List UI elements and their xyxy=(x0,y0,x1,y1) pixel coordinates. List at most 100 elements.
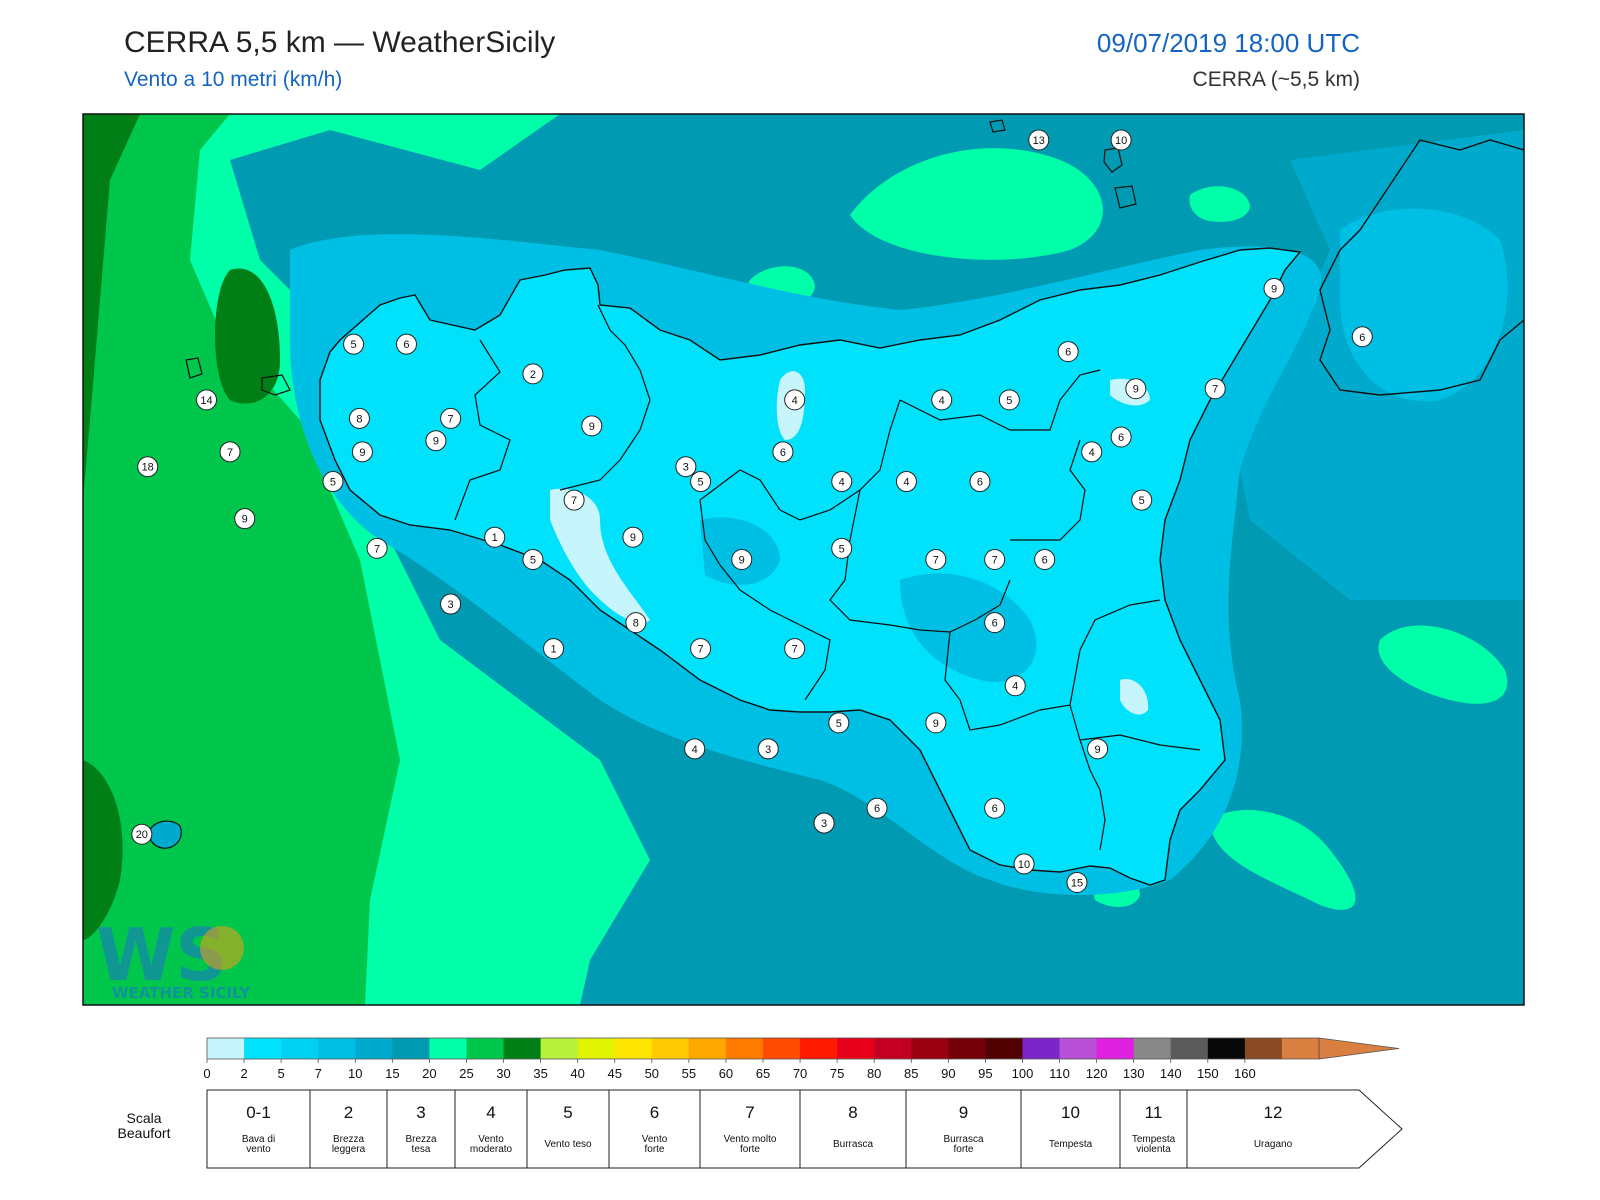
beaufort-number: 12 xyxy=(1264,1103,1283,1122)
legend-color-swatch xyxy=(281,1038,319,1059)
station-marker: 5 xyxy=(998,389,1020,411)
beaufort-description: Tempesta xyxy=(1132,1134,1176,1145)
valid-datetime: 09/07/2019 18:00 UTC xyxy=(1096,28,1360,58)
station-circle xyxy=(131,823,153,845)
station-marker: 5 xyxy=(322,471,344,493)
station-marker: 1 xyxy=(484,526,506,548)
legend-color-swatch xyxy=(1059,1038,1097,1059)
station-marker: 1 xyxy=(543,638,565,660)
station-value: 6 xyxy=(1118,432,1124,444)
station-marker: 6 xyxy=(984,797,1006,819)
station-value: 15 xyxy=(1071,877,1083,889)
station-marker: 7 xyxy=(925,549,947,570)
beaufort-number: 6 xyxy=(650,1103,659,1122)
station-value: 5 xyxy=(1006,395,1012,407)
station-value: 2 xyxy=(530,369,536,381)
station-circle xyxy=(196,389,218,411)
station-value: 6 xyxy=(977,477,983,489)
wind-field-calm-belice xyxy=(550,488,650,624)
legend-color-swatch xyxy=(651,1038,690,1059)
legend-tick-label: 70 xyxy=(793,1066,807,1081)
station-value: 9 xyxy=(1133,384,1139,396)
legend-tick-label: 150 xyxy=(1197,1066,1219,1081)
station-marker: 7 xyxy=(984,549,1006,570)
station-circle xyxy=(757,738,779,760)
station-marker: 4 xyxy=(895,471,917,493)
beaufort-description: vento xyxy=(246,1144,271,1155)
province-boundary-palermo xyxy=(559,304,651,491)
station-circle xyxy=(234,508,256,530)
wind-field-patch-northeast xyxy=(1189,186,1250,222)
station-value: 7 xyxy=(992,555,998,567)
wind-field-calabria-inner xyxy=(1340,208,1508,402)
station-value: 5 xyxy=(530,555,536,567)
station-circle xyxy=(1087,738,1109,760)
station-marker: 14 xyxy=(196,389,218,411)
beaufort-description: Burrasca xyxy=(833,1139,873,1150)
station-marker: 9 xyxy=(234,508,256,530)
wind-field-band-20-25 xyxy=(83,114,400,1005)
legend-tick-label: 15 xyxy=(385,1066,399,1081)
station-value: 10 xyxy=(1018,859,1030,871)
station-circle xyxy=(813,812,835,834)
beaufort-cell: 10 Tempesta xyxy=(1049,1103,1093,1150)
station-marker: 6 xyxy=(969,471,991,493)
legend-color-swatch xyxy=(429,1038,467,1059)
station-marker: 3 xyxy=(440,593,462,615)
station-value: 9 xyxy=(242,514,248,526)
station-circle xyxy=(772,441,794,463)
legend-color-swatch xyxy=(1022,1038,1060,1059)
station-value: 6 xyxy=(992,803,998,815)
station-value: 4 xyxy=(839,477,845,489)
beaufort-description: Vento xyxy=(478,1134,504,1145)
station-marker: 7 xyxy=(440,407,462,429)
beaufort-description: Bava di xyxy=(242,1134,275,1145)
station-marker: 7 xyxy=(366,537,388,559)
station-value: 5 xyxy=(839,543,845,555)
beaufort-description: Vento molto xyxy=(724,1134,777,1145)
station-value: 5 xyxy=(350,339,356,351)
map-title: CERRA 5,5 km — WeatherSicily xyxy=(124,26,556,59)
station-marker: 6 xyxy=(772,441,794,463)
legend-tick-label: 25 xyxy=(459,1066,473,1081)
station-value: 9 xyxy=(589,421,595,433)
station-marker: 9 xyxy=(1125,378,1147,400)
map-frame xyxy=(82,113,1525,1006)
beaufort-frame xyxy=(206,1089,1403,1169)
station-marker: 6 xyxy=(1351,326,1373,348)
legend-tick-label: 120 xyxy=(1086,1066,1108,1081)
station-circle xyxy=(1110,129,1132,151)
station-value: 4 xyxy=(692,744,698,756)
calabria-coastline xyxy=(1319,139,1524,396)
legend-color-swatch xyxy=(392,1038,430,1059)
beaufort-cell: 8 Burrasca xyxy=(833,1103,873,1150)
station-circle xyxy=(1057,341,1079,363)
station-value: 3 xyxy=(683,462,689,474)
station-circle xyxy=(690,638,712,660)
legend-color-swatch xyxy=(207,1038,245,1059)
weathersicily-logo: WS WEATHER SICILY xyxy=(96,913,251,1002)
station-circle xyxy=(581,415,603,437)
station-marker: 9 xyxy=(1087,738,1109,760)
station-marker: 6 xyxy=(1057,341,1079,363)
station-circle xyxy=(969,471,991,493)
station-circle xyxy=(931,389,953,411)
station-marker: 20 xyxy=(131,823,153,845)
station-circle xyxy=(625,612,647,634)
station-value: 7 xyxy=(792,644,798,656)
wind-field-band-25-30-south xyxy=(83,760,123,940)
aeolian-island-stromboli xyxy=(989,119,1006,133)
legend-color-swatch xyxy=(1170,1038,1209,1059)
station-value: 3 xyxy=(821,818,827,830)
station-circle xyxy=(543,638,565,660)
station-circle xyxy=(731,549,753,570)
station-marker: 5 xyxy=(1131,489,1153,511)
legend-tick-label: 35 xyxy=(533,1066,547,1081)
wind-field-calm-etna xyxy=(1120,679,1149,715)
legend-tick-label: 5 xyxy=(278,1066,285,1081)
station-marker: 9 xyxy=(425,430,447,452)
legend-tick-label: 10 xyxy=(348,1066,362,1081)
